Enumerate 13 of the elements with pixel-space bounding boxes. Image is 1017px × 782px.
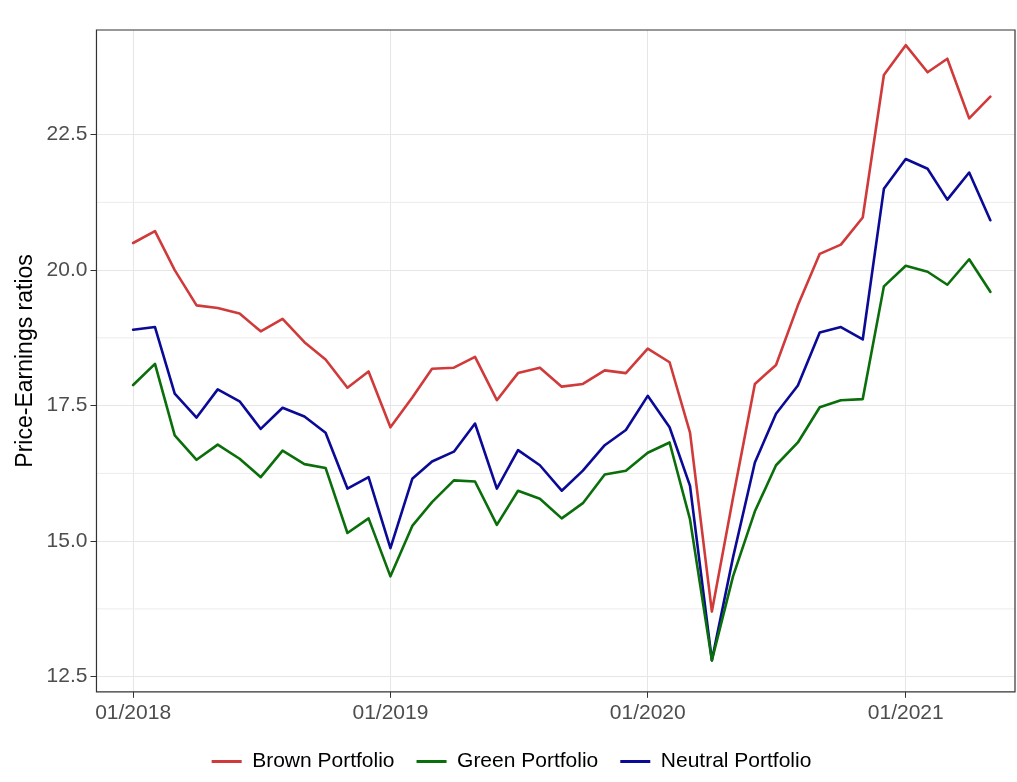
y-tick-label: 15.0 [46, 527, 88, 551]
legend-label: Neutral Portfolio [660, 748, 812, 772]
x-tick-label: 01/2020 [609, 700, 686, 724]
legend-label: Brown Portfolio [252, 748, 395, 772]
y-tick-label: 12.5 [46, 663, 88, 687]
y-tick-label: 20.0 [46, 256, 88, 280]
y-tick-label: 22.5 [46, 121, 88, 145]
x-tick-label: 01/2021 [867, 700, 944, 724]
y-tick-label: 17.5 [46, 392, 88, 416]
x-tick-label: 01/2018 [95, 700, 172, 724]
x-tick-label: 01/2019 [352, 700, 429, 724]
y-axis-title: Price-Earnings ratios [11, 254, 38, 468]
legend-label: Green Portfolio [457, 748, 599, 772]
